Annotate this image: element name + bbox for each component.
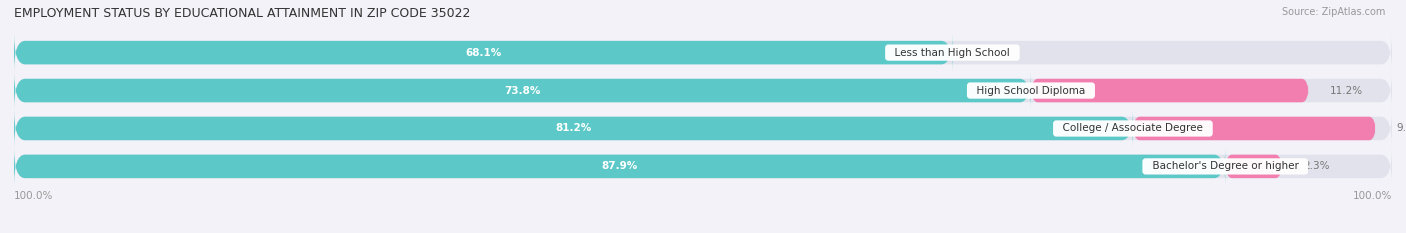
Text: High School Diploma: High School Diploma — [970, 86, 1092, 96]
Text: 100.0%: 100.0% — [14, 191, 53, 201]
FancyBboxPatch shape — [14, 72, 1392, 109]
Text: 68.1%: 68.1% — [465, 48, 502, 58]
Text: 87.9%: 87.9% — [602, 161, 638, 171]
FancyBboxPatch shape — [1133, 117, 1376, 140]
Text: 11.2%: 11.2% — [1330, 86, 1362, 96]
Text: 0.0%: 0.0% — [973, 48, 1000, 58]
FancyBboxPatch shape — [14, 110, 1133, 147]
Text: College / Associate Degree: College / Associate Degree — [1056, 123, 1209, 134]
FancyBboxPatch shape — [1225, 155, 1282, 178]
FancyBboxPatch shape — [14, 34, 952, 71]
FancyBboxPatch shape — [14, 72, 1031, 109]
Text: Less than High School: Less than High School — [889, 48, 1017, 58]
FancyBboxPatch shape — [14, 148, 1392, 185]
Text: 81.2%: 81.2% — [555, 123, 592, 134]
Text: Source: ZipAtlas.com: Source: ZipAtlas.com — [1281, 7, 1385, 17]
Text: Bachelor's Degree or higher: Bachelor's Degree or higher — [1146, 161, 1305, 171]
Text: 100.0%: 100.0% — [1353, 191, 1392, 201]
Text: 9.8%: 9.8% — [1396, 123, 1406, 134]
Text: 73.8%: 73.8% — [505, 86, 541, 96]
FancyBboxPatch shape — [14, 110, 1392, 147]
FancyBboxPatch shape — [14, 34, 1392, 71]
Text: 2.3%: 2.3% — [1303, 161, 1330, 171]
FancyBboxPatch shape — [1031, 79, 1309, 102]
FancyBboxPatch shape — [14, 148, 1225, 185]
Text: EMPLOYMENT STATUS BY EDUCATIONAL ATTAINMENT IN ZIP CODE 35022: EMPLOYMENT STATUS BY EDUCATIONAL ATTAINM… — [14, 7, 471, 20]
